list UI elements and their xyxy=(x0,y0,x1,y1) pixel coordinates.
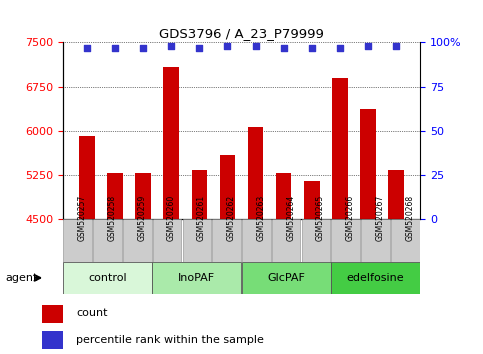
Text: agent: agent xyxy=(5,273,37,283)
Bar xyxy=(332,78,348,219)
Text: InoPAF: InoPAF xyxy=(178,273,215,283)
Text: GSM520266: GSM520266 xyxy=(346,194,355,241)
Bar xyxy=(183,219,211,262)
Text: GSM520263: GSM520263 xyxy=(256,194,265,241)
Bar xyxy=(79,136,95,219)
Point xyxy=(252,43,259,49)
Bar xyxy=(153,219,181,262)
Bar xyxy=(331,262,420,294)
Point xyxy=(111,45,119,51)
Bar xyxy=(248,127,263,219)
Text: GSM520261: GSM520261 xyxy=(197,195,206,241)
Bar xyxy=(135,173,151,219)
Bar xyxy=(63,262,152,294)
Point xyxy=(196,45,203,51)
Bar xyxy=(42,305,63,323)
Point xyxy=(364,43,372,49)
Bar xyxy=(304,181,320,219)
Bar xyxy=(276,173,291,219)
Point xyxy=(83,45,91,51)
Point xyxy=(392,43,400,49)
Text: GSM520258: GSM520258 xyxy=(108,195,116,241)
Text: control: control xyxy=(88,273,127,283)
Bar xyxy=(42,331,63,349)
Point xyxy=(280,45,287,51)
Bar xyxy=(272,219,300,262)
Bar xyxy=(192,170,207,219)
Bar xyxy=(361,219,390,262)
Bar xyxy=(242,219,270,262)
Text: GSM520257: GSM520257 xyxy=(78,194,86,241)
Text: GSM520265: GSM520265 xyxy=(316,194,325,241)
Bar xyxy=(391,219,420,262)
Bar xyxy=(93,219,122,262)
Point xyxy=(167,43,175,49)
Bar xyxy=(163,67,179,219)
Point xyxy=(139,45,147,51)
Bar xyxy=(152,262,242,294)
Point xyxy=(308,45,316,51)
Text: count: count xyxy=(76,308,108,318)
Bar xyxy=(123,219,152,262)
Bar xyxy=(331,219,360,262)
Text: GSM520268: GSM520268 xyxy=(405,195,414,241)
Text: GSM520267: GSM520267 xyxy=(376,194,384,241)
Text: GSM520264: GSM520264 xyxy=(286,194,295,241)
Point xyxy=(224,43,231,49)
Bar xyxy=(220,155,235,219)
Text: GlcPAF: GlcPAF xyxy=(267,273,305,283)
Text: edelfosine: edelfosine xyxy=(347,273,404,283)
Bar xyxy=(302,219,330,262)
Text: percentile rank within the sample: percentile rank within the sample xyxy=(76,335,264,345)
Bar xyxy=(242,262,331,294)
Text: GSM520260: GSM520260 xyxy=(167,194,176,241)
Text: GSM520262: GSM520262 xyxy=(227,195,236,241)
Bar xyxy=(388,170,404,219)
Bar xyxy=(107,173,123,219)
Bar xyxy=(63,219,92,262)
Text: GSM520259: GSM520259 xyxy=(137,194,146,241)
Title: GDS3796 / A_23_P79999: GDS3796 / A_23_P79999 xyxy=(159,27,324,40)
Bar xyxy=(213,219,241,262)
Point xyxy=(336,45,344,51)
Bar xyxy=(360,109,376,219)
